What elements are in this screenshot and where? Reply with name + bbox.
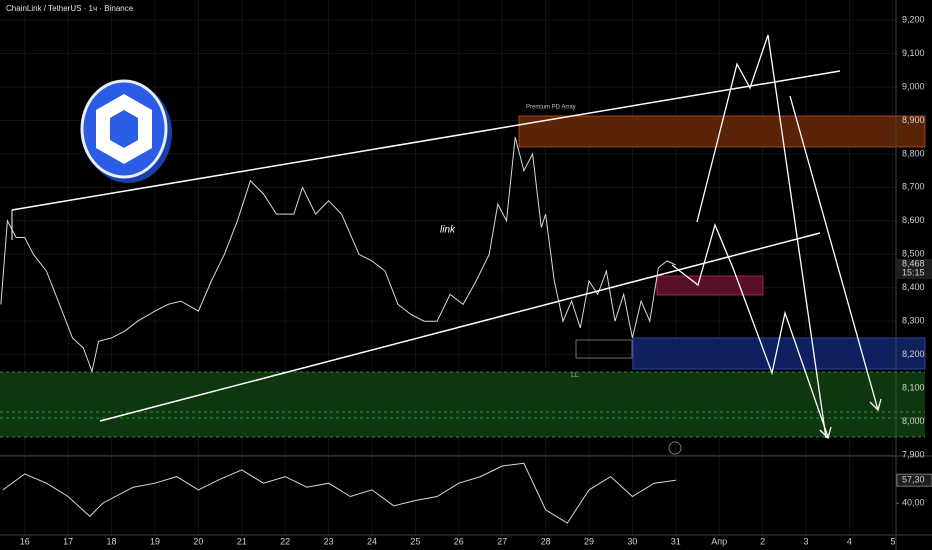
y-tick-label: 9,200 — [902, 14, 925, 24]
projection — [671, 223, 829, 438]
channel-bottom — [99, 232, 821, 422]
time-label: 15:15 — [902, 267, 925, 277]
x-tick-label: 4 — [847, 536, 852, 546]
y-tick-label: 8,600 — [902, 215, 925, 225]
arrow-head — [819, 426, 832, 440]
x-tick-label: 19 — [150, 536, 160, 546]
y-tick-label: 8,900 — [902, 115, 925, 125]
rsi-label: 57,30 — [902, 475, 925, 485]
projection — [789, 95, 879, 411]
channel-top — [11, 70, 841, 211]
x-tick-label: 20 — [193, 536, 203, 546]
axis: 16 17 18 19 20 21 22 23 24 25 26 27 28 29 30 31 Апр 2 3 4 59… — [20, 14, 932, 546]
x-tick-label: 5 — [890, 536, 895, 546]
y-tick-label: 7,900 — [902, 449, 925, 459]
y-tick-label: 8,500 — [902, 249, 925, 259]
x-tick-label: 31 — [671, 536, 681, 546]
y-tick-label: 8,400 — [902, 282, 925, 292]
range-box — [575, 339, 633, 359]
chart-title: ChainLink / TetherUS · 1ч · Binance — [6, 4, 134, 13]
annotation: LL — [571, 372, 579, 379]
x-tick-label: 16 — [20, 536, 30, 546]
y-tick-label: 8,000 — [902, 416, 925, 426]
x-tick-label: 24 — [367, 536, 377, 546]
x-tick-label: 27 — [497, 536, 507, 546]
supply-zone — [656, 275, 764, 296]
x-tick-label: 25 — [410, 536, 420, 546]
x-tick-label: 23 — [324, 536, 334, 546]
x-tick-label: 30 — [627, 536, 637, 546]
price-label: 8,468 — [902, 258, 925, 268]
y-tick-label: 40,00 — [902, 498, 925, 508]
price-line — [0, 137, 677, 374]
x-tick-label: 21 — [237, 536, 247, 546]
price-line — [2, 462, 676, 524]
x-tick-label: 3 — [804, 536, 809, 546]
logo — [80, 79, 172, 183]
x-tick-label: 28 — [541, 536, 551, 546]
icon — [668, 441, 682, 455]
x-tick-label: 18 — [107, 536, 117, 546]
x-tick-label: Апр — [711, 536, 727, 546]
arrow-head — [869, 398, 882, 412]
series — [0, 137, 677, 524]
x-tick-label: 2 — [760, 536, 765, 546]
y-tick-label: 9,100 — [902, 48, 925, 58]
projection — [696, 34, 827, 439]
annotation: link — [440, 225, 456, 236]
price-badge — [897, 258, 932, 279]
x-tick-label: 29 — [584, 536, 594, 546]
y-tick-label: 8,200 — [902, 349, 925, 359]
x-tick-label: 26 — [454, 536, 464, 546]
x-tick-label: 22 — [280, 536, 290, 546]
y-tick-label: 8,700 — [902, 182, 925, 192]
y-tick-label: 8,800 — [902, 148, 925, 158]
grid — [0, 0, 896, 535]
y-tick-label: 8,100 — [902, 382, 925, 392]
x-tick-label: 17 — [63, 536, 73, 546]
y-tick-label: 8,300 — [902, 316, 925, 326]
y-tick-label: 9,000 — [902, 81, 925, 91]
rsi-badge — [896, 473, 932, 487]
demand-zone — [0, 372, 925, 437]
annotation: Premium PD Array — [526, 105, 576, 111]
